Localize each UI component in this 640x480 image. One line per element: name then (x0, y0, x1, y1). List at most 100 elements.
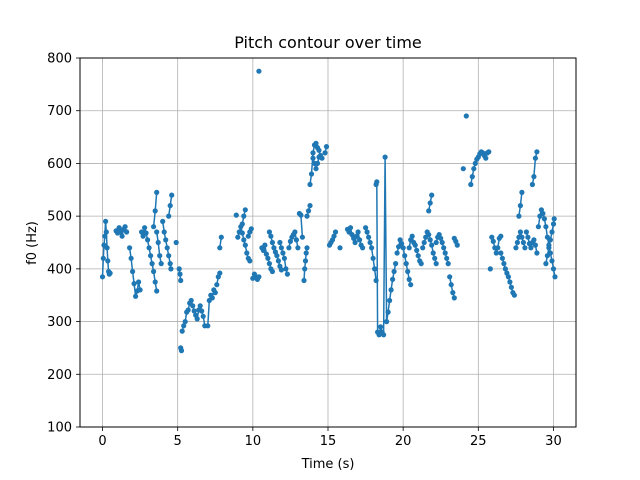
data-point (469, 174, 475, 180)
data-point (313, 140, 319, 146)
grid-lines (80, 57, 576, 428)
data-point (352, 239, 358, 246)
y-tick-label: 400 (47, 262, 72, 277)
data-point (433, 261, 439, 267)
data-point (547, 237, 554, 243)
y-tick-label: 600 (47, 157, 72, 172)
data-point (244, 250, 250, 256)
data-point (549, 258, 555, 264)
data-point (307, 203, 313, 209)
data-point (463, 113, 469, 119)
data-point (314, 160, 321, 166)
data-point (374, 179, 380, 185)
data-point (444, 255, 450, 261)
y-axis-label: f0 (Hz) (25, 221, 40, 265)
data-point (265, 255, 271, 261)
data-point (275, 258, 281, 264)
data-point (310, 150, 316, 156)
data-point (158, 261, 164, 267)
data-point (304, 213, 310, 219)
data-point (460, 166, 466, 172)
data-point (116, 225, 122, 231)
series-line-segment (421, 230, 437, 264)
data-point (103, 229, 109, 235)
data-point (307, 181, 313, 188)
data-point (200, 313, 206, 319)
data-point (280, 250, 286, 256)
y-tick-label: 300 (47, 315, 72, 330)
data-point (531, 237, 537, 243)
y-tick-label: 800 (47, 52, 72, 67)
data-point (217, 245, 223, 251)
data-point (248, 226, 254, 232)
data-point (406, 245, 412, 251)
series-line-segment (531, 151, 538, 185)
data-point (266, 229, 272, 235)
data-point (127, 245, 133, 251)
data-point (430, 250, 436, 256)
data-point (292, 229, 298, 235)
data-point (299, 234, 305, 240)
data-point (169, 192, 175, 198)
data-point (447, 274, 453, 280)
data-point (268, 233, 274, 239)
data-point (415, 253, 421, 259)
data-point (513, 245, 519, 251)
data-point (382, 154, 388, 160)
data-point (337, 245, 343, 251)
data-point (532, 242, 539, 248)
data-point (541, 216, 548, 222)
data-point (522, 245, 528, 251)
data-point (451, 295, 457, 301)
data-point (534, 250, 540, 256)
data-point (143, 230, 149, 236)
data-point (414, 247, 420, 253)
y-tick-label: 200 (47, 368, 72, 383)
data-point (471, 166, 477, 172)
data-point (241, 237, 247, 243)
data-point (139, 229, 145, 235)
data-point (403, 261, 409, 267)
data-point (507, 279, 513, 285)
data-point (122, 224, 128, 230)
y-tick-label: 500 (47, 210, 72, 225)
chart-title: Pitch contour over time (234, 33, 422, 52)
data-point (498, 250, 504, 256)
data-point (508, 284, 514, 290)
data-point (284, 271, 290, 277)
y-tick-label: 700 (47, 104, 72, 119)
y-tick-label: 100 (47, 421, 72, 436)
data-point (100, 255, 106, 261)
data-point (152, 279, 158, 285)
data-point (178, 348, 185, 354)
y-axis-ticks: 100 200 300 400 500 600 700 800 (47, 52, 80, 436)
data-point (543, 224, 549, 230)
data-point (369, 245, 375, 251)
data-point (438, 235, 444, 241)
data-point (119, 233, 125, 239)
data-point (370, 255, 376, 261)
data-point (468, 181, 474, 188)
x-tick-label: 15 (320, 434, 337, 449)
data-point (429, 192, 435, 198)
data-point (136, 279, 142, 285)
data-point (286, 245, 292, 251)
data-point (360, 245, 366, 251)
x-tick-label: 10 (245, 434, 262, 449)
data-point (525, 234, 531, 240)
data-point (166, 213, 172, 219)
data-point (151, 224, 157, 230)
data-point (102, 233, 108, 239)
data-point (487, 266, 493, 272)
data-point (154, 189, 160, 195)
data-point (534, 149, 540, 155)
x-tick-label: 20 (395, 434, 412, 449)
data-point (266, 261, 272, 267)
data-point (269, 268, 275, 275)
data-point (152, 208, 158, 214)
x-tick-label: 30 (545, 434, 562, 449)
data-point (519, 189, 525, 195)
data-point (394, 250, 400, 256)
data-point (161, 229, 167, 235)
